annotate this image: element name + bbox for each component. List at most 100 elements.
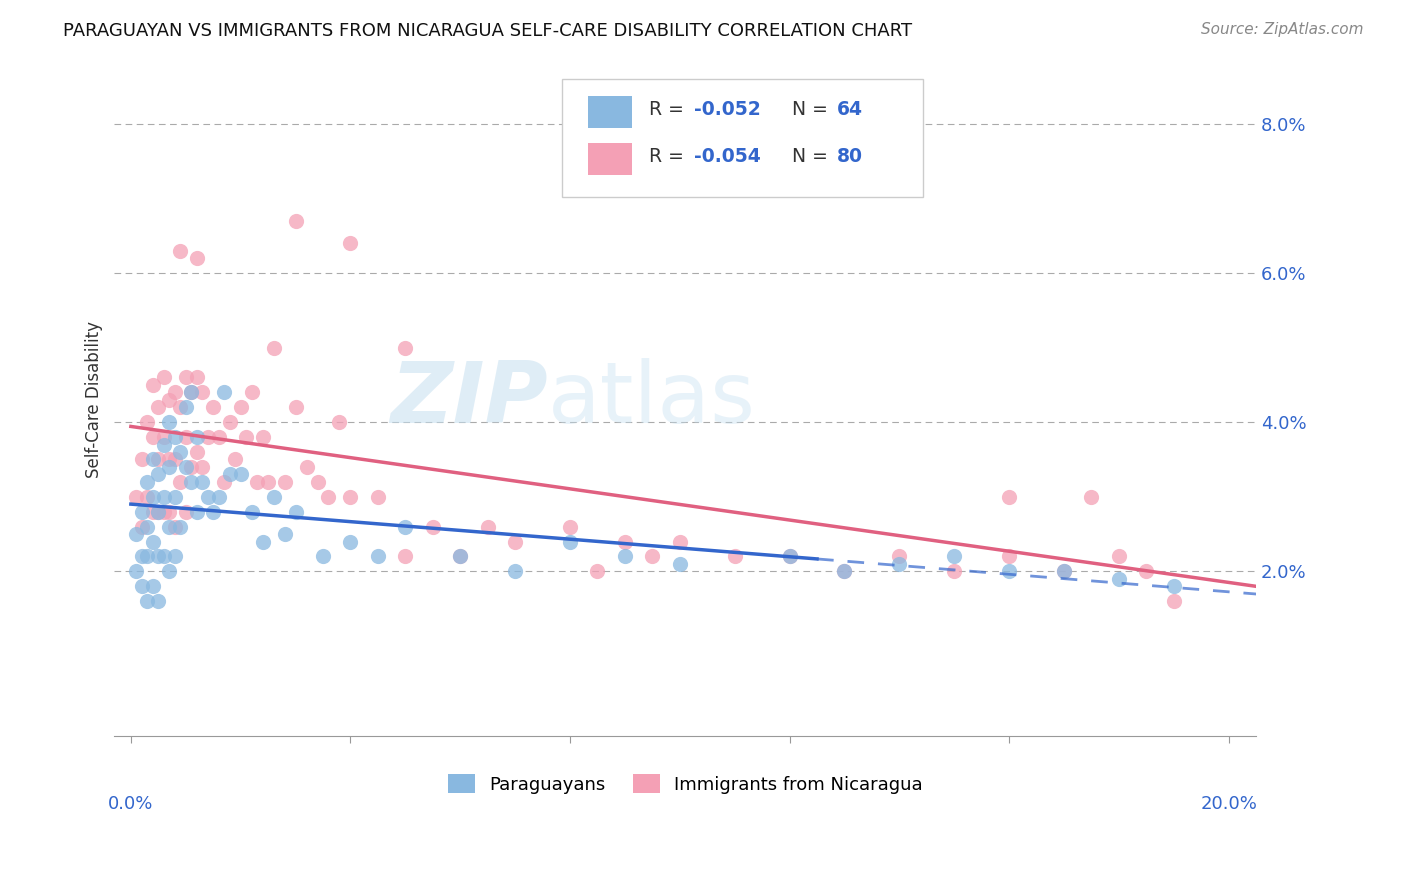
Point: [125, 565, 148, 579]
Text: Source: ZipAtlas.com: Source: ZipAtlas.com: [1201, 22, 1364, 37]
FancyBboxPatch shape: [588, 95, 631, 128]
Point: [318, 490, 340, 504]
Point: [724, 549, 747, 564]
Text: N =: N =: [780, 147, 834, 166]
Point: [186, 430, 208, 444]
Point: [668, 557, 690, 571]
Text: 64: 64: [837, 100, 863, 120]
Point: [263, 490, 285, 504]
Text: -0.052: -0.052: [695, 100, 761, 120]
Point: [148, 452, 170, 467]
Point: [449, 549, 471, 564]
Point: [153, 437, 176, 451]
Point: [224, 452, 246, 467]
Point: [586, 565, 609, 579]
Point: [1163, 594, 1185, 608]
Point: [142, 430, 165, 444]
Point: [202, 401, 225, 415]
Point: [613, 549, 636, 564]
Point: [174, 370, 197, 384]
Text: 80: 80: [837, 147, 863, 166]
Point: [142, 534, 165, 549]
Point: [136, 475, 159, 489]
Text: 20.0%: 20.0%: [1201, 795, 1257, 814]
Text: N =: N =: [780, 100, 834, 120]
Point: [157, 519, 180, 533]
Point: [131, 549, 153, 564]
Point: [186, 370, 208, 384]
Point: [157, 392, 180, 407]
Point: [208, 490, 231, 504]
Point: [174, 459, 197, 474]
Point: [174, 430, 197, 444]
Point: [613, 534, 636, 549]
Point: [252, 430, 274, 444]
Point: [131, 579, 153, 593]
Point: [422, 519, 444, 533]
Point: [307, 475, 329, 489]
Point: [503, 565, 526, 579]
Point: [163, 430, 186, 444]
Point: [312, 549, 335, 564]
Text: R =: R =: [648, 100, 689, 120]
Y-axis label: Self-Care Disability: Self-Care Disability: [86, 321, 103, 478]
Point: [157, 565, 180, 579]
Point: [169, 244, 191, 258]
Point: [273, 527, 295, 541]
Point: [125, 490, 148, 504]
Point: [174, 401, 197, 415]
Point: [142, 505, 165, 519]
Point: [1135, 565, 1157, 579]
Point: [889, 557, 911, 571]
Point: [191, 385, 214, 400]
Point: [218, 415, 240, 429]
Text: ZIP: ZIP: [391, 359, 548, 442]
Point: [339, 490, 361, 504]
Point: [295, 459, 318, 474]
Point: [186, 251, 208, 265]
Point: [163, 549, 186, 564]
Point: [125, 527, 148, 541]
Point: [157, 505, 180, 519]
Point: [889, 549, 911, 564]
Text: R =: R =: [648, 147, 689, 166]
Text: PARAGUAYAN VS IMMIGRANTS FROM NICARAGUA SELF-CARE DISABILITY CORRELATION CHART: PARAGUAYAN VS IMMIGRANTS FROM NICARAGUA …: [63, 22, 912, 40]
Point: [208, 430, 231, 444]
Point: [229, 401, 252, 415]
Point: [142, 490, 165, 504]
Point: [148, 505, 170, 519]
Point: [148, 467, 170, 482]
Point: [136, 519, 159, 533]
Point: [163, 385, 186, 400]
Point: [136, 549, 159, 564]
Point: [180, 385, 202, 400]
Point: [263, 341, 285, 355]
Text: -0.054: -0.054: [695, 147, 761, 166]
Point: [284, 505, 307, 519]
Point: [273, 475, 295, 489]
Point: [148, 594, 170, 608]
Point: [394, 341, 416, 355]
Point: [197, 490, 219, 504]
Point: [834, 565, 856, 579]
Point: [174, 505, 197, 519]
Point: [998, 565, 1021, 579]
Point: [943, 549, 966, 564]
Point: [641, 549, 664, 564]
Point: [153, 549, 176, 564]
Point: [197, 430, 219, 444]
Point: [142, 377, 165, 392]
Point: [131, 505, 153, 519]
Point: [779, 549, 801, 564]
Point: [284, 213, 307, 227]
Point: [180, 459, 202, 474]
Point: [339, 534, 361, 549]
Point: [1053, 565, 1076, 579]
Point: [180, 475, 202, 489]
Point: [328, 415, 350, 429]
Point: [157, 459, 180, 474]
Point: [779, 549, 801, 564]
Point: [163, 519, 186, 533]
Point: [1163, 579, 1185, 593]
Point: [1108, 549, 1130, 564]
